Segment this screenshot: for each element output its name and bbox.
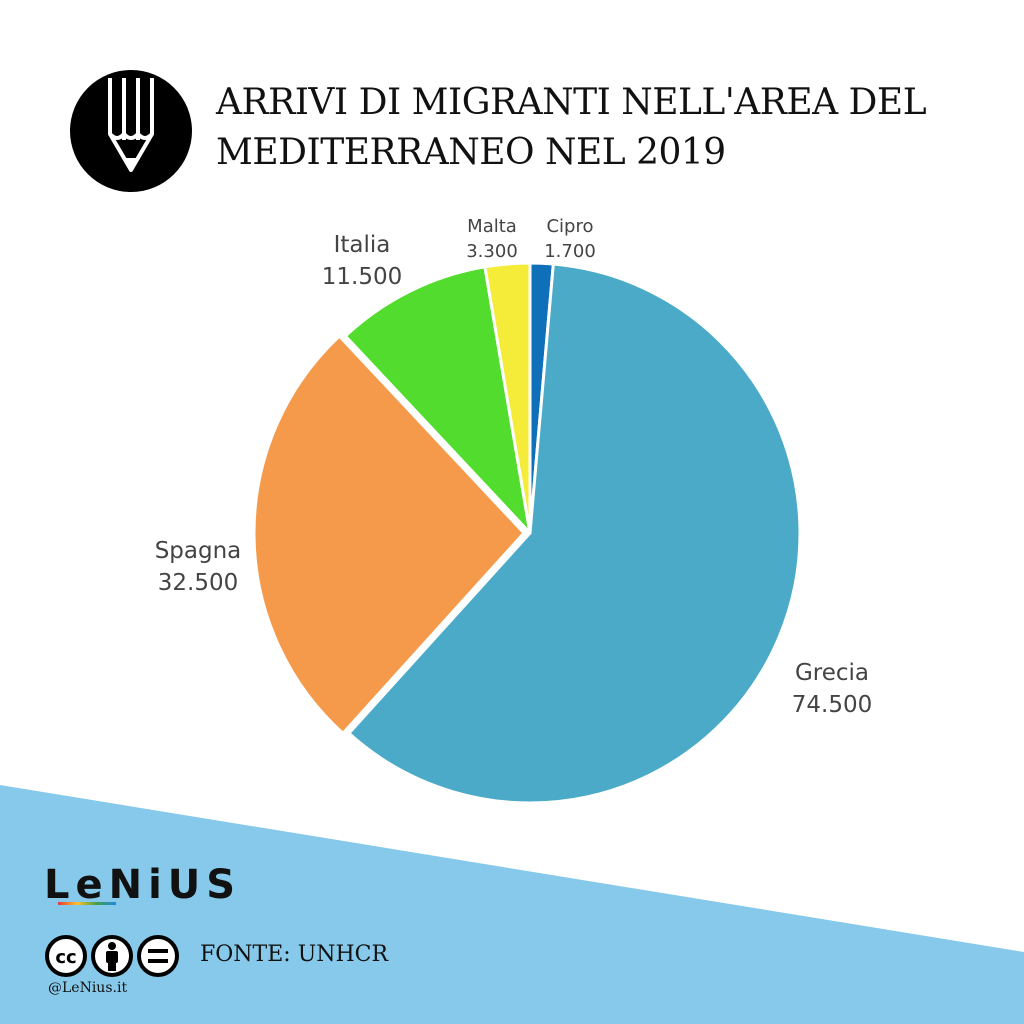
slice-value-italia: 11.500 — [322, 264, 402, 290]
page-title: ARRIVI DI MIGRANTI NELL'AREA DEL MEDITER… — [216, 78, 1006, 178]
slice-label-spagna: Spagna — [155, 538, 242, 564]
pie-labels: Cipro 1.700 Grecia 74.500 Spagna 32.500 Italia… — [155, 216, 873, 718]
source-note: FONTE: UNHCR — [200, 942, 389, 967]
slice-value-malta: 3.300 — [466, 241, 518, 262]
pie-slices — [252, 261, 802, 805]
nd-icon — [137, 935, 179, 977]
brand-logo: LeNiUS — [44, 862, 242, 908]
svg-text:cc: cc — [55, 947, 76, 968]
pie-slice-malta — [483, 261, 532, 535]
social-handle: @LeNius.it — [48, 980, 128, 996]
pencil-logo-icon — [70, 70, 192, 192]
slice-label-italia: Italia — [334, 232, 391, 258]
cc-icon: cc — [45, 935, 87, 977]
slice-value-cipro: 1.700 — [544, 241, 596, 262]
by-icon — [91, 935, 133, 977]
slice-value-grecia: 74.500 — [792, 692, 872, 718]
pie-slice-spagna — [252, 334, 526, 735]
creative-commons-icons: cc — [45, 935, 179, 977]
title-line-1: ARRIVI DI MIGRANTI NELL'AREA DEL — [216, 82, 927, 123]
pie-slice-italia — [343, 265, 532, 535]
slice-label-grecia: Grecia — [795, 660, 869, 686]
slice-label-cipro: Cipro — [546, 216, 593, 237]
slice-value-spagna: 32.500 — [158, 570, 238, 596]
title-line-2: MEDITERRANEO NEL 2019 — [216, 132, 726, 173]
brand-underline — [58, 902, 116, 905]
pie-slice-grecia — [347, 262, 802, 805]
slice-label-malta: Malta — [467, 216, 517, 237]
